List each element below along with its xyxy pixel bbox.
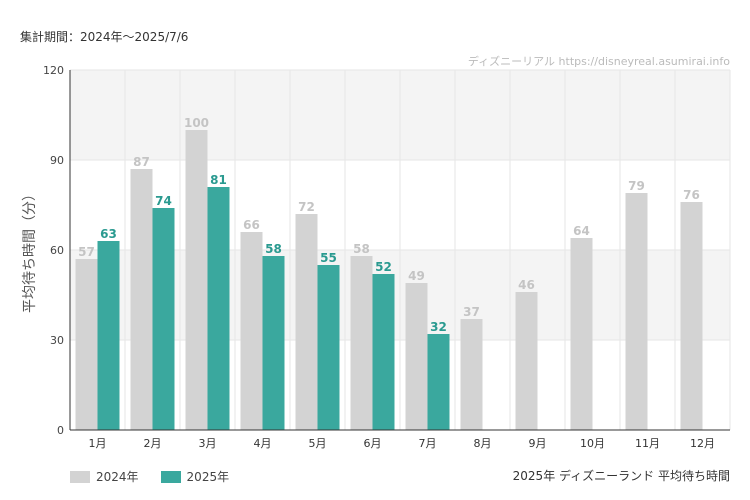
x-tick-label-6: 6月 [364,437,382,450]
x-tick-label-4: 4月 [254,437,272,450]
x-tick-label-12: 12月 [690,437,715,450]
bar-2024-11[interactable] [625,193,648,430]
data-label-2024-12: 76 [683,188,700,202]
bar-2025-6[interactable] [372,274,395,430]
data-label-2024-10: 64 [573,224,590,238]
data-label-2024-4: 66 [243,218,260,232]
bar-2025-5[interactable] [317,265,340,430]
data-label-2024-7: 49 [408,269,425,283]
legend-label-2025: 2025年 [186,470,230,484]
bar-2025-2[interactable] [152,208,175,430]
y-axis-ticks: 0 30 60 90 120 [43,64,64,437]
x-tick-label-5: 5月 [309,437,327,450]
data-label-2025-6: 52 [375,260,392,274]
data-label-2024-2: 87 [133,155,150,169]
data-label-2024-3: 100 [184,116,209,130]
bar-2024-9[interactable] [515,292,538,430]
legend-swatch-2025 [160,470,181,483]
data-label-2024-11: 79 [628,179,645,193]
data-label-2024-8: 37 [463,305,480,319]
legend-label-2024: 2024年 [96,470,139,484]
bar-2024-10[interactable] [570,238,593,430]
bars: 57 63 87 74 100 81 66 58 72 55 58 52 49 32 37 46 64 79 76 [75,116,703,430]
data-label-2024-6: 58 [353,242,370,256]
legend-item-2024[interactable]: 2024年 [70,468,139,485]
bar-2024-7[interactable] [405,283,428,430]
bar-2024-1[interactable] [75,259,98,430]
data-label-2025-5: 55 [320,251,337,265]
data-label-2024-1: 57 [78,245,95,259]
bar-2025-4[interactable] [262,256,285,430]
bar-2025-3[interactable] [207,187,230,430]
x-tick-label-11: 11月 [635,437,660,450]
y-tick-label-0: 0 [57,424,64,437]
y-tick-label-3: 90 [50,154,64,167]
data-label-2025-2: 74 [155,194,172,208]
x-tick-label-1: 1月 [89,437,107,450]
legend: 2024年 2025年 [70,468,229,485]
bar-2024-2[interactable] [130,169,153,430]
y-tick-label-4: 120 [43,64,64,77]
bar-2024-4[interactable] [240,232,263,430]
legend-swatch-2024 [70,470,90,483]
bar-2024-3[interactable] [185,130,208,430]
period-label: 集計期間：2024年〜2025/7/6 [20,30,189,44]
x-tick-label-9: 9月 [529,437,547,450]
bar-2024-8[interactable] [460,319,483,430]
data-label-2024-5: 72 [298,200,315,214]
data-label-2025-1: 63 [100,227,117,241]
y-axis-label: 平均待ち時間（分） [22,187,38,313]
chart-title: 2025年 ディズニーランド 平均待ち時間 [512,469,730,483]
bar-2025-1[interactable] [97,241,120,430]
x-tick-label-3: 3月 [199,437,217,450]
watermark: ディズニーリアル https://disneyreal.asumirai.inf… [468,54,730,68]
data-label-2025-4: 58 [265,242,282,256]
y-tick-label-2: 60 [50,244,64,257]
x-tick-label-10: 10月 [580,437,605,450]
axes [69,70,730,431]
data-label-2024-9: 46 [518,278,535,292]
x-tick-label-7: 7月 [419,437,437,450]
x-tick-label-2: 2月 [144,437,162,450]
legend-item-2025[interactable]: 2025年 [160,468,230,485]
x-tick-label-8: 8月 [474,437,492,450]
y-tick-label-1: 30 [50,334,64,347]
bar-2024-12[interactable] [680,202,703,430]
x-axis-ticks: 1月 2月 3月 4月 5月 6月 7月 8月 9月 10月 11月 12月 [89,437,716,450]
data-label-2025-7: 32 [430,320,447,334]
bar-2024-5[interactable] [295,214,318,430]
bar-2024-6[interactable] [350,256,373,430]
data-label-2025-3: 81 [210,173,227,187]
bar-2025-7[interactable] [427,334,450,430]
